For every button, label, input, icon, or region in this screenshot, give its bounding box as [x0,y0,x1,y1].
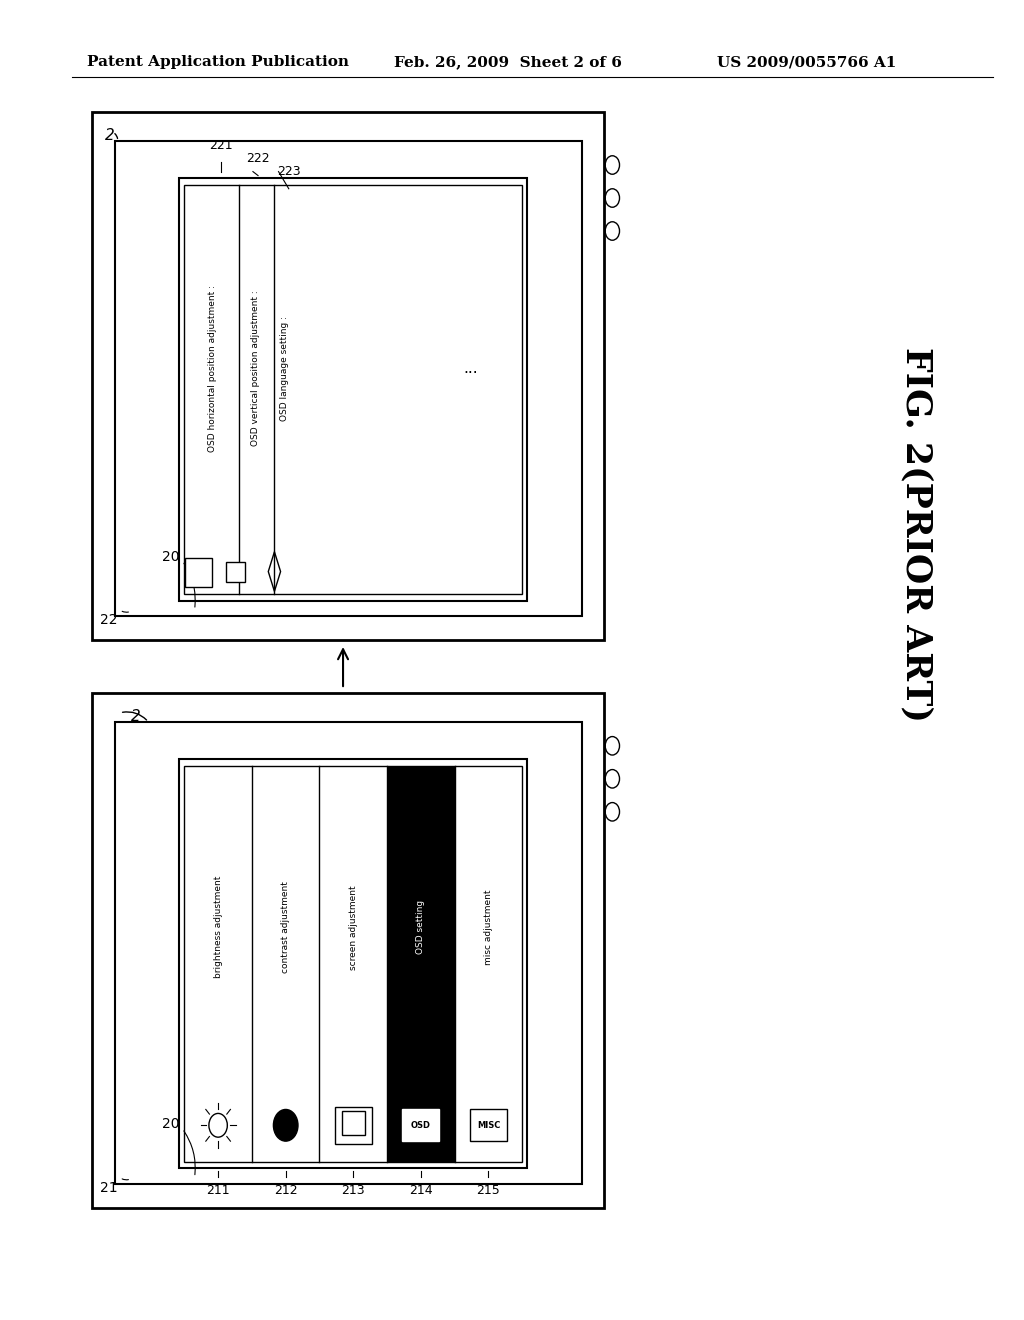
Text: 213: 213 [341,1184,366,1197]
Text: 223: 223 [276,165,301,178]
Bar [179,178,527,601]
Bar [92,112,604,640]
Circle shape [273,1109,298,1140]
Bar [92,693,604,1208]
Text: screen adjustment: screen adjustment [349,884,357,970]
Bar [115,141,582,616]
Text: ...: ... [464,360,478,376]
Bar [184,185,522,594]
Text: 222: 222 [246,152,270,165]
Bar [226,562,245,582]
Text: MISC: MISC [477,1121,500,1130]
Text: 22: 22 [100,612,118,627]
Bar [179,759,527,1168]
Text: OSD setting: OSD setting [417,900,425,954]
Text: OSD language setting :: OSD language setting : [281,315,289,421]
Bar [470,1109,507,1140]
Bar [342,1111,365,1134]
Text: 214: 214 [409,1184,433,1197]
Bar [115,722,582,1184]
Text: FIG. 2(PRIOR ART): FIG. 2(PRIOR ART) [899,347,934,722]
Text: Patent Application Publication: Patent Application Publication [87,55,349,70]
Text: 2: 2 [104,128,115,143]
Text: US 2009/0055766 A1: US 2009/0055766 A1 [717,55,896,70]
Text: 215: 215 [476,1184,501,1197]
Text: 20: 20 [162,1117,179,1131]
Text: 20: 20 [162,549,179,564]
Bar [184,766,522,1162]
Text: 212: 212 [273,1184,298,1197]
Bar [185,558,212,587]
Text: Feb. 26, 2009  Sheet 2 of 6: Feb. 26, 2009 Sheet 2 of 6 [394,55,623,70]
Text: OSD: OSD [411,1121,431,1130]
Text: contrast adjustment: contrast adjustment [282,882,290,973]
Bar [335,1106,372,1143]
Bar [387,766,455,1162]
Bar [402,1109,439,1140]
Text: 21: 21 [100,1180,118,1195]
Text: brightness adjustment: brightness adjustment [214,876,222,978]
Text: misc adjustment: misc adjustment [484,890,493,965]
Text: OSD horizontal position adjustment :: OSD horizontal position adjustment : [209,285,217,451]
Text: 221: 221 [209,139,233,152]
Text: 2: 2 [131,709,141,723]
Text: 211: 211 [206,1184,230,1197]
Text: OSD vertical position adjustment :: OSD vertical position adjustment : [252,290,260,446]
